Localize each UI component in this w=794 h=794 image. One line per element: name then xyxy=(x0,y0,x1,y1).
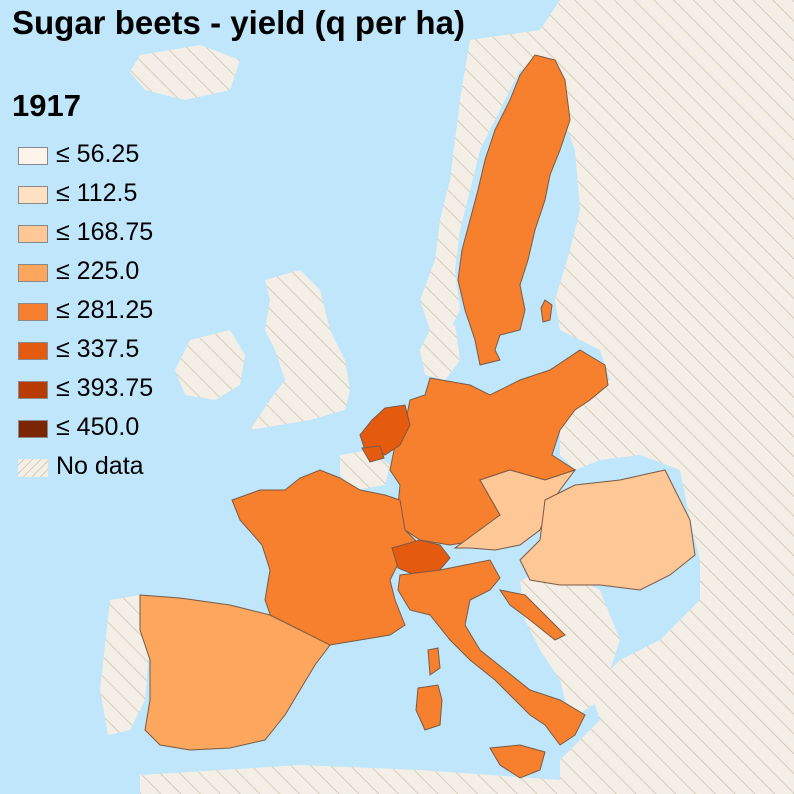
map-year: 1917 xyxy=(12,88,81,123)
ireland-no-data xyxy=(175,330,245,400)
legend-label: ≤ 393.75 xyxy=(56,374,154,402)
legend-label: ≤ 56.25 xyxy=(56,140,140,168)
region-switzerland[interactable] xyxy=(391,539,451,576)
legend-label: ≤ 450.0 xyxy=(56,413,140,441)
portugal-no-data xyxy=(100,595,150,735)
region-sweden[interactable] xyxy=(457,54,571,366)
legend-swatch xyxy=(18,147,48,165)
region-belgium-dark[interactable] xyxy=(361,445,385,463)
norway-finland-russia-no-data xyxy=(520,0,794,794)
legend-label: No data xyxy=(56,452,144,480)
balkans-no-data xyxy=(520,570,620,720)
legend-swatch xyxy=(18,303,48,321)
legend-label: ≤ 225.0 xyxy=(56,257,140,285)
region-italy[interactable] xyxy=(397,559,586,746)
legend-swatch xyxy=(18,186,48,204)
iceland-no-data xyxy=(130,45,240,100)
north-africa-no-data xyxy=(140,765,560,794)
legend-label: ≤ 281.25 xyxy=(56,296,154,324)
region-italy-sicily[interactable] xyxy=(489,744,546,779)
region-croatia[interactable] xyxy=(498,589,566,641)
legend-swatch xyxy=(18,264,48,282)
legend-swatch xyxy=(18,225,48,243)
legend-swatch xyxy=(18,342,48,360)
region-hungary[interactable] xyxy=(519,469,696,591)
legend-swatch xyxy=(18,459,48,477)
region-austria[interactable] xyxy=(453,469,577,551)
region-netherlands[interactable] xyxy=(359,404,411,456)
legend-swatch xyxy=(18,420,48,438)
legend-swatch xyxy=(18,381,48,399)
region-italy-corsica[interactable] xyxy=(427,647,441,676)
region-italy-sardinia[interactable] xyxy=(415,684,443,731)
legend-label: ≤ 168.75 xyxy=(56,218,154,246)
britain-no-data xyxy=(250,270,350,430)
legend-label: ≤ 337.5 xyxy=(56,335,140,363)
map-title: Sugar beets - yield (q per ha) xyxy=(12,4,465,41)
norway-no-data xyxy=(420,30,560,330)
region-sweden-gotland[interactable] xyxy=(540,299,553,323)
legend-label: ≤ 112.5 xyxy=(56,179,138,207)
denmark-no-data xyxy=(420,325,460,380)
region-spain[interactable] xyxy=(139,594,331,751)
